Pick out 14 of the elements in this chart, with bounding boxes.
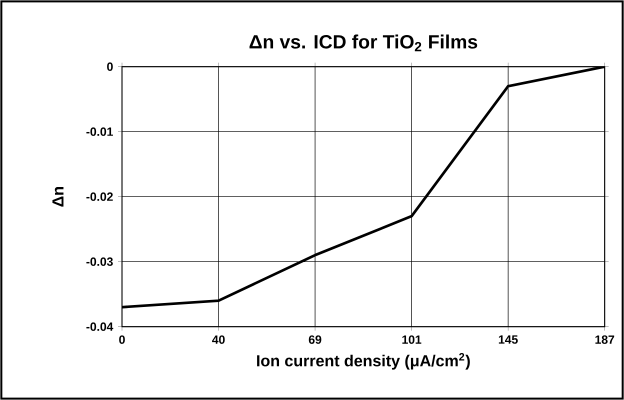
chart-title: Δn vs. ICD for TiO$_{2}$ Films	[250, 34, 478, 52]
y-tick-label: 0	[107, 62, 113, 71]
x-tick-label: 69	[308, 335, 322, 344]
y-tick-label: -0.02	[86, 192, 113, 201]
y-tick-label: -0.01	[86, 127, 113, 136]
x-tick-label: 0	[119, 335, 125, 344]
x-axis-title: Ion current density (μA/cm$^{2}$)	[257, 353, 470, 370]
x-tick-label: 101	[402, 335, 422, 344]
y-tick-label: -0.03	[86, 257, 113, 266]
y-axis-title: Δn	[52, 187, 64, 207]
x-tick-label: 187	[595, 335, 614, 344]
y-tick-label: -0.04	[86, 322, 114, 331]
x-tick-label: 145	[498, 335, 518, 344]
x-tick-label: 40	[212, 335, 225, 344]
